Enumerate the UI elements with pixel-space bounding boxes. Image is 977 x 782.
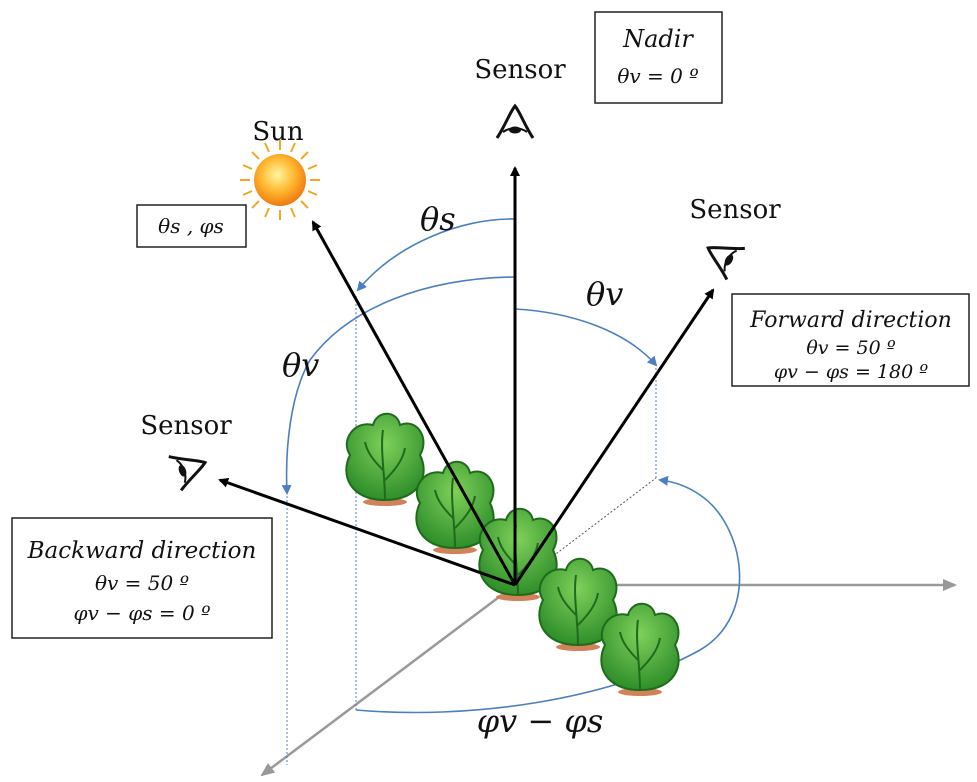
sensor-right-label: Sensor: [689, 195, 781, 225]
vector-sun: [311, 220, 517, 586]
phi-difference-label: φv − φs: [477, 702, 603, 740]
plant-icon: [538, 557, 618, 651]
sun-label: Sun: [252, 117, 304, 147]
forward-direction-box: Forward direction θv = 50 º φv − φs = 18…: [731, 293, 970, 387]
forward-title: Forward direction: [749, 308, 952, 333]
plant-icon: [415, 460, 495, 554]
y-axis: [260, 584, 516, 777]
theta-v-forward-label: θv: [586, 275, 623, 313]
sun-angles-text: θs , φs: [158, 214, 224, 238]
forward-theta: θv = 50 º: [806, 337, 895, 359]
forward-phi: φv − φs = 180 º: [774, 361, 928, 383]
nadir-angle: θv = 0 º: [617, 64, 698, 88]
nadir-box: Nadir θv = 0 º: [594, 11, 723, 104]
plant-icon: [345, 412, 425, 506]
theta-s-label: θs: [420, 200, 456, 238]
sun-icon: [240, 140, 320, 220]
vector-forward: [513, 288, 715, 586]
backward-theta: θv = 50 º: [95, 571, 189, 595]
sun-angles-box: θs , φs: [136, 204, 247, 248]
arc-theta-s: [356, 218, 516, 292]
arc-phi-difference: [355, 475, 741, 714]
vector-backward: [218, 477, 516, 587]
backward-title: Backward direction: [27, 538, 257, 564]
eye-icon: [706, 246, 745, 281]
theta-v-backward-label: θv: [282, 346, 319, 384]
sensor-left-label: Sensor: [140, 411, 232, 441]
eye-icon: [168, 455, 208, 492]
arc-theta-v-forward: [514, 308, 658, 367]
arc-theta-v-backward: [281, 276, 516, 495]
nadir-title: Nadir: [622, 25, 694, 53]
backward-direction-box: Backward direction θv = 50 º φv − φs = 0…: [11, 517, 273, 639]
eye-icon: [495, 103, 535, 139]
sensor-top-label: Sensor: [474, 55, 566, 85]
backward-phi: φv − φs = 0 º: [73, 601, 210, 625]
plant-icon: [600, 602, 680, 696]
